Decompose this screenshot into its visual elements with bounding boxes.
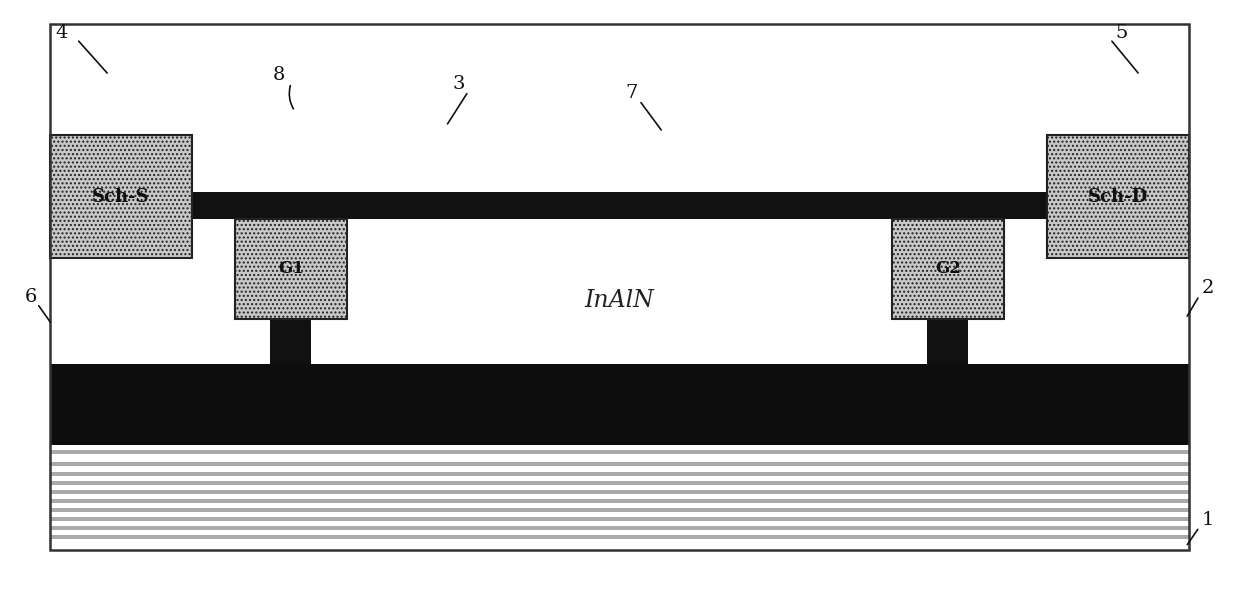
Text: 4: 4 <box>56 24 68 42</box>
Bar <box>50 499 1189 503</box>
Bar <box>235 219 347 319</box>
Bar <box>50 481 1189 485</box>
Bar <box>50 517 1189 521</box>
Text: G1: G1 <box>279 260 304 278</box>
Text: 8: 8 <box>273 66 285 84</box>
Bar <box>1047 135 1189 258</box>
Bar <box>270 319 311 364</box>
Bar <box>50 526 1189 530</box>
Bar <box>50 219 1189 445</box>
Bar <box>50 192 1189 219</box>
Text: 3: 3 <box>452 75 465 93</box>
Bar <box>50 472 1189 476</box>
Bar <box>927 319 968 364</box>
Bar <box>50 462 1189 466</box>
Bar <box>892 219 1004 319</box>
Bar <box>50 508 1189 512</box>
Bar <box>50 535 1189 539</box>
Text: Sch-S: Sch-S <box>92 188 150 206</box>
Text: G2: G2 <box>935 260 960 278</box>
Text: 5: 5 <box>1115 24 1127 42</box>
Bar <box>50 219 1189 364</box>
Bar <box>50 135 192 258</box>
Bar <box>50 450 1189 454</box>
Text: 1: 1 <box>1202 511 1214 529</box>
Text: Sch-D: Sch-D <box>1088 188 1149 206</box>
Text: InAlN: InAlN <box>585 289 654 312</box>
Bar <box>50 490 1189 494</box>
Text: 6: 6 <box>25 288 37 307</box>
Bar <box>50 24 1189 550</box>
Text: 7: 7 <box>626 84 638 102</box>
Text: 2: 2 <box>1202 279 1214 297</box>
